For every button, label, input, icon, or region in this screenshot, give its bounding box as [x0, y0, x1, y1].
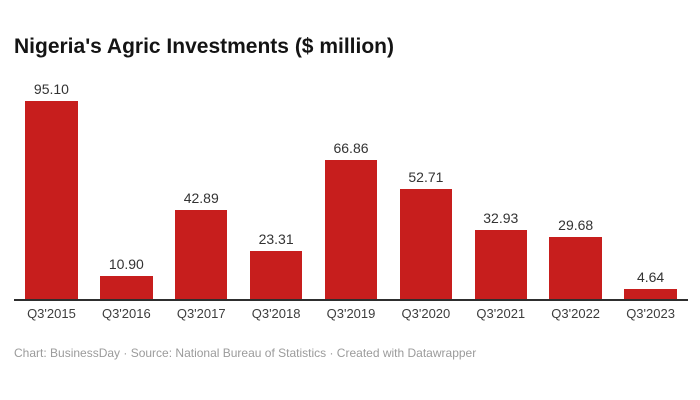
bar-column: 4.64 [613, 79, 688, 299]
bar-value-label: 32.93 [483, 210, 519, 227]
bar-value-label: 66.86 [333, 139, 369, 156]
x-tick-label: Q3'2020 [401, 306, 451, 321]
x-tick-label: Q3'2018 [251, 306, 301, 321]
x-axis-ticks: Q3'2015 Q3'2016 Q3'2017 Q3'2018 Q3'2019 Q3'20… [14, 306, 688, 321]
bar [624, 289, 677, 299]
bar [549, 237, 602, 299]
chart-title: Nigeria's Agric Investments ($ million) [14, 35, 394, 58]
x-tick-label: Q3'2017 [176, 306, 226, 321]
x-tick-label: Q3'2015 [27, 306, 76, 321]
bar-value-label: 29.68 [558, 217, 594, 234]
x-tick-label: Q3'2023 [626, 306, 675, 321]
bar-value-label: 4.64 [636, 269, 665, 286]
bar-value-label: 10.90 [108, 256, 144, 273]
x-axis-line [14, 299, 688, 301]
bar-column: 10.90 [89, 79, 164, 299]
bars-row: 95.10 10.90 42.89 23.31 66.86 52.71 32.93 29.68… [14, 79, 688, 299]
bar [474, 230, 527, 299]
bar-column: 32.93 [463, 79, 538, 299]
attribution-footer: Chart: BusinessDay · Source: National Bu… [14, 346, 477, 360]
bar-column: 42.89 [164, 79, 239, 299]
x-tick-label: Q3'2016 [101, 306, 151, 321]
x-tick-label: Q3'2022 [551, 306, 601, 321]
bar [175, 209, 228, 299]
bar [324, 159, 378, 299]
x-tick-label: Q3'2019 [326, 306, 376, 321]
bar-value-label: 52.71 [408, 169, 444, 186]
bar [25, 101, 78, 299]
bar-column: 66.86 [314, 79, 389, 299]
bar-value-label: 95.10 [33, 81, 69, 97]
bar [399, 189, 453, 299]
x-tick-label: Q3'2021 [476, 306, 526, 321]
bar-value-label: 42.89 [183, 189, 219, 206]
bar-column: 23.31 [239, 79, 314, 299]
bar-column: 95.10 [14, 79, 89, 299]
bar-column: 29.68 [538, 79, 613, 299]
bar [249, 250, 303, 299]
bar [100, 276, 153, 299]
bar-value-label: 23.31 [258, 230, 294, 247]
bar-column: 52.71 [388, 79, 463, 299]
